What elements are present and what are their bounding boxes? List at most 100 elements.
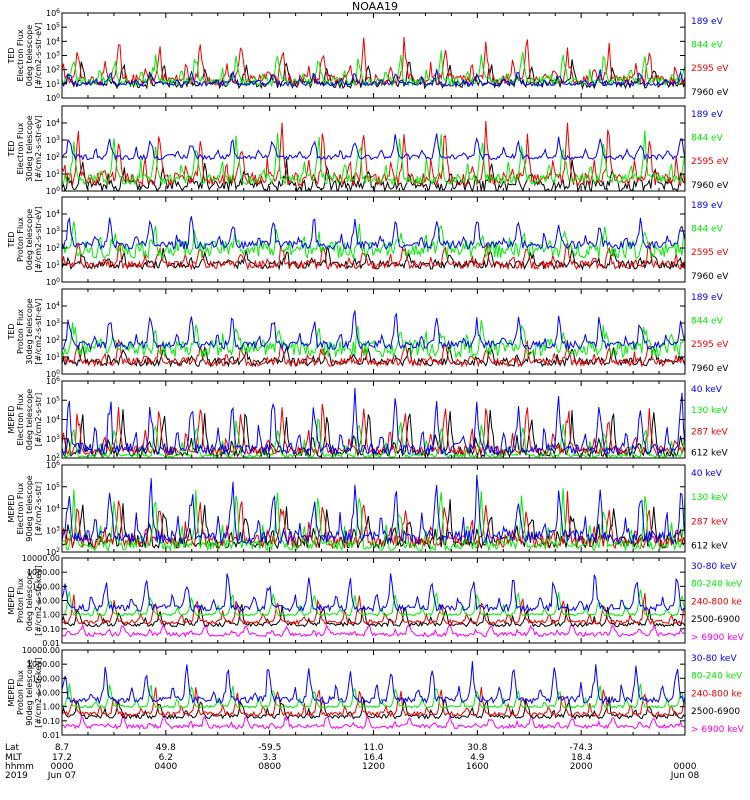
y-tick-label: 100.00: [32, 674, 60, 683]
y-axis-label-line: [#/cm2-s-str]: [34, 482, 43, 535]
y-tick-label: 103: [46, 135, 60, 146]
footer-value: 0400: [154, 762, 177, 772]
y-tick-label: 106: [46, 376, 60, 387]
y-axis-label: TEDElectron Flux0deg telescope[#/cm2-s-s…: [7, 22, 43, 88]
y-tick-exponent: 2: [56, 453, 60, 460]
legend-entry: 844 eV: [691, 134, 724, 144]
y-tick-label: 103: [46, 226, 60, 237]
y-tick-label: 102: [46, 547, 60, 558]
series-844-ev: [61, 50, 686, 88]
y-axis-label-line: 30deg telescope: [25, 298, 34, 365]
y-tick-exponent: 2: [56, 547, 60, 554]
y-tick-label: 102: [46, 243, 60, 254]
y-axis-label-line: Proton Flux: [16, 309, 25, 354]
y-tick-label: 102: [46, 453, 60, 464]
series-189-ev: [61, 69, 686, 88]
y-tick-exponent: 1: [56, 352, 60, 359]
panel-8: 0.01 0.10 1.00 10.00 100.00 1000.00 10000.00 ME…: [7, 646, 745, 740]
y-tick-label: 10.00: [37, 689, 60, 698]
y-tick-label: 103: [46, 318, 60, 329]
y-tick-exponent: 3: [56, 226, 60, 233]
footer-row-label: hhmm: [5, 762, 34, 772]
y-tick-label: 103: [46, 433, 60, 444]
y-tick-label: 100: [46, 186, 60, 197]
legend-entry: 7960 eV: [691, 272, 729, 282]
footer-value: -59.5: [258, 743, 281, 753]
y-tick-label: 105: [46, 22, 60, 32]
y-tick-label: 0.01: [42, 639, 60, 648]
y-axis-label-line: [#/cm2-s-str-eV]: [34, 115, 43, 181]
series-80-240-kev: [61, 589, 686, 617]
y-tick-label: 100: [46, 369, 60, 380]
legend-entry: 30-80 keV: [691, 654, 737, 664]
footer-value: 1600: [466, 762, 489, 772]
y-tick-label: 0.10: [42, 717, 60, 726]
series-189-ev: [61, 133, 686, 161]
footer-value: 17.2: [52, 753, 72, 763]
panel-frame: [61, 196, 686, 283]
series-130-kev: [61, 488, 686, 552]
legend-entry: 40 keV: [691, 469, 723, 479]
series-30-80-kev: [61, 573, 686, 613]
series-189-ev: [61, 310, 686, 351]
y-tick-exponent: 1: [56, 169, 60, 176]
footer-value: 8.7: [55, 743, 69, 753]
y-axis-label: MEPEDElectron Flux0deg telescope[#/cm2-s…: [7, 389, 43, 450]
legend-entry: > 6900 keV: [691, 633, 745, 643]
y-tick-label: 1000.00: [27, 660, 60, 669]
series--6900-kev: [61, 623, 686, 638]
y-tick-label: 102: [46, 335, 60, 346]
y-tick-label: 101: [46, 169, 60, 180]
legend-entry: 130 keV: [691, 493, 728, 503]
footer-value: 49.8: [156, 743, 176, 753]
legend-entry: 30-80 keV: [691, 562, 737, 572]
y-axis-label-line: Electron Flux: [16, 482, 25, 534]
legend-entry: 7960 eV: [691, 181, 729, 191]
legend-entry: 7960 eV: [691, 88, 729, 98]
footer-row-label: MLT: [5, 753, 23, 763]
series-240-800-ke: [61, 593, 686, 626]
y-axis-label-line: 0deg telescope: [25, 25, 34, 86]
y-tick-label: 104: [46, 118, 60, 129]
y-tick-exponent: 5: [56, 395, 60, 402]
y-axis-label-line: Electron Flux: [16, 393, 25, 445]
footer-value: 18.4: [571, 753, 591, 763]
footer-value: 0000: [674, 762, 697, 772]
footer-value: 0800: [258, 762, 281, 772]
y-axis-label-line: TED: [7, 140, 16, 157]
y-tick-label: 10000.00: [22, 554, 60, 563]
y-axis-label-line: [#/cm2-s-str-eV]: [34, 22, 43, 88]
series-40-kev: [61, 387, 686, 457]
y-tick-label: 100: [46, 277, 60, 288]
y-axis-label-line: TED: [7, 47, 16, 64]
y-tick-label: 102: [46, 152, 60, 163]
y-tick-exponent: 4: [56, 36, 60, 43]
legend-entry: 2595 eV: [691, 340, 729, 350]
panel-7: 0.01 0.10 1.00 10.00 100.00 1000.00 10000.00 ME…: [7, 554, 745, 648]
legend-entry: 240-800 ke: [691, 597, 742, 607]
y-tick-label: 103: [46, 50, 60, 61]
y-tick-label: 104: [46, 36, 60, 47]
legend-entry: 844 eV: [691, 317, 724, 327]
legend-entry: 2595 eV: [691, 157, 729, 167]
y-tick-exponent: 4: [56, 118, 60, 125]
legend-entry: 844 eV: [691, 41, 724, 51]
series-80-240-kev: [61, 683, 686, 709]
footer-value: 2000: [570, 762, 593, 772]
y-axis-label-line: 90deg telescope: [25, 475, 34, 542]
footer-row-label: 2019: [5, 771, 28, 781]
series-2595-ev: [61, 241, 686, 271]
y-axis-label-line: MEPED: [7, 495, 16, 523]
legend-entry: 80-240 keV: [691, 672, 743, 682]
y-tick-label: 106: [46, 460, 60, 471]
y-tick-label: 101: [46, 78, 60, 89]
y-tick-exponent: 2: [56, 64, 60, 71]
series-844-ev: [61, 319, 686, 360]
y-axis-label-line: 0deg telescope: [25, 389, 34, 450]
y-axis-label: MEPEDProton Flux90deg telescope[#/cm2-s-…: [7, 657, 43, 728]
